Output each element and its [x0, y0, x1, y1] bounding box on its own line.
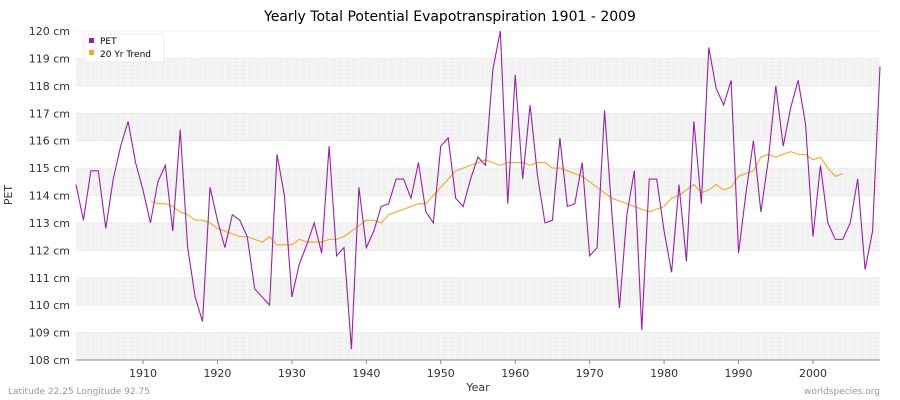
y-tick-label: 115 cm — [29, 162, 70, 175]
x-axis-tick-labels: 1910 1920 1930 1940 1950 1960 1970 1980 1990 2000 — [129, 360, 827, 380]
x-tick-label: 1990 — [725, 367, 753, 380]
x-axis-label: Year — [465, 381, 490, 394]
legend-swatch-pet — [89, 38, 94, 43]
x-tick-label: 1940 — [352, 367, 380, 380]
y-tick-label: 112 cm — [29, 244, 70, 257]
chart-title: Yearly Total Potential Evapotranspiratio… — [263, 9, 636, 25]
footer-coordinates: Latitude 22.25 Longitude 92.75 — [8, 387, 150, 397]
legend-label-trend: 20 Yr Trend — [100, 50, 151, 60]
y-tick-label: 108 cm — [29, 354, 70, 367]
trend-series-line — [150, 151, 843, 246]
y-axis-tick-labels: 108 cm 109 cm 110 cm 111 cm 112 cm 113 cm 114 … — [29, 25, 70, 367]
legend-box — [83, 33, 165, 63]
y-tick-label: 114 cm — [29, 190, 70, 203]
footer-source: worldspecies.org — [804, 387, 880, 397]
legend-label-pet: PET — [100, 37, 117, 47]
x-tick-label: 2000 — [799, 367, 827, 380]
y-tick-label: 118 cm — [29, 80, 70, 93]
y-tick-label: 117 cm — [29, 107, 70, 120]
x-tick-label: 1950 — [427, 367, 455, 380]
y-tick-label: 109 cm — [29, 327, 70, 340]
y-tick-label: 119 cm — [29, 52, 70, 65]
x-tick-label: 1930 — [278, 367, 306, 380]
pet-series-line — [75, 30, 881, 350]
x-tick-label: 1910 — [129, 367, 157, 380]
y-tick-label: 113 cm — [29, 217, 70, 230]
y-tick-label: 116 cm — [29, 135, 70, 148]
y-tick-label: 120 cm — [29, 25, 70, 38]
y-tick-label: 111 cm — [29, 272, 70, 285]
y-tick-label: 110 cm — [29, 299, 70, 312]
legend-swatch-trend — [89, 50, 94, 55]
x-tick-label: 1970 — [576, 367, 604, 380]
x-tick-label: 1920 — [203, 367, 231, 380]
y-axis-label: PET — [2, 185, 15, 206]
legend: PET 20 Yr Trend — [83, 33, 165, 63]
x-tick-label: 1960 — [501, 367, 529, 380]
x-tick-label: 1980 — [650, 367, 678, 380]
